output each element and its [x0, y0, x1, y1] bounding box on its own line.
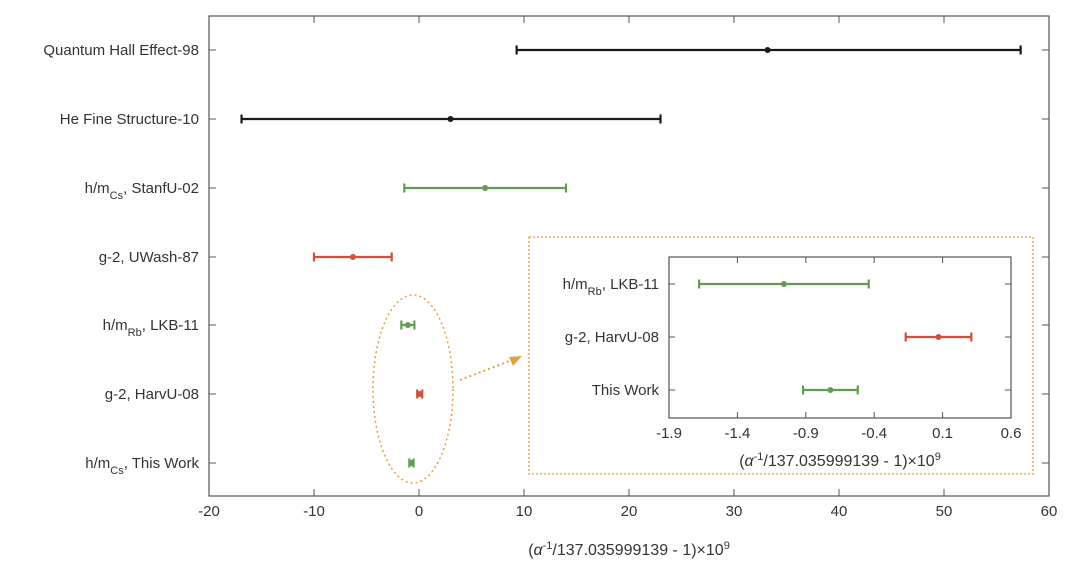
- main-plot: -20 -10 0 10 20 30 40 50 60 Quantum Hall Effect-9…: [43, 15, 1058, 559]
- inset-category-label: h/mRb, LKB-11: [563, 276, 659, 298]
- inset-x-tick-label: 0.1: [932, 425, 953, 442]
- main-x-tick-label: 30: [726, 503, 743, 520]
- main-category-label: He Fine Structure-10: [60, 111, 199, 128]
- main-x-tick-label: 50: [936, 503, 953, 520]
- inset-data-point: [827, 387, 834, 393]
- main-category-label: h/mCs, StanfU-02: [85, 180, 199, 202]
- inset-category-label: g-2, HarvU-08: [565, 329, 659, 346]
- inset-x-tick-label: 0.6: [1001, 425, 1022, 442]
- main-category-label: h/mCs, This Work: [85, 455, 199, 477]
- inset-x-axis-title: (α-1/137.035999139 - 1)×109: [739, 451, 941, 470]
- main-x-tick-label: 0: [415, 503, 423, 520]
- main-data-point: [349, 254, 356, 260]
- main-x-axis-title: (α-1/137.035999139 - 1)×109: [528, 540, 730, 559]
- zoom-callout: [372, 294, 522, 484]
- inset-category-label: This Work: [592, 382, 660, 399]
- inset-data-point: [780, 281, 787, 287]
- main-data-point: [482, 185, 489, 191]
- main-category-label: Quantum Hall Effect-98: [43, 42, 199, 59]
- main-data-point: [447, 116, 454, 122]
- main-data-point: [416, 391, 423, 397]
- main-x-tick-label: 60: [1041, 503, 1058, 520]
- callout-arrow-line: [459, 359, 513, 381]
- main-x-tick-label: 40: [831, 503, 848, 520]
- main-category-label: g-2, HarvU-08: [105, 386, 199, 403]
- main-data-point: [408, 460, 415, 466]
- inset-data-point: [935, 334, 942, 340]
- inset-frame: [528, 236, 1034, 475]
- callout-arrow-head: [509, 356, 522, 366]
- main-x-tick-label: -20: [198, 503, 220, 520]
- inset-plot: -1.9 -1.4 -0.9 -0.4 0.1 0.6 h/mRb, LKB-11 g-2, …: [528, 236, 1034, 475]
- main-category-label: h/mRb, LKB-11: [103, 317, 199, 339]
- main-x-tick-label: 20: [621, 503, 638, 520]
- inset-x-tick-label: -1.4: [724, 425, 750, 442]
- main-category-label: g-2, UWash-87: [99, 249, 199, 266]
- main-data-point: [764, 47, 771, 53]
- inset-x-tick-label: -1.9: [656, 425, 682, 442]
- main-x-tick-label: 10: [516, 503, 533, 520]
- main-data-point: [404, 322, 411, 328]
- highlight-ellipse: [372, 294, 454, 484]
- inset-x-tick-label: -0.9: [793, 425, 819, 442]
- inset-x-tick-label: -0.4: [861, 425, 887, 442]
- main-x-tick-label: -10: [303, 503, 325, 520]
